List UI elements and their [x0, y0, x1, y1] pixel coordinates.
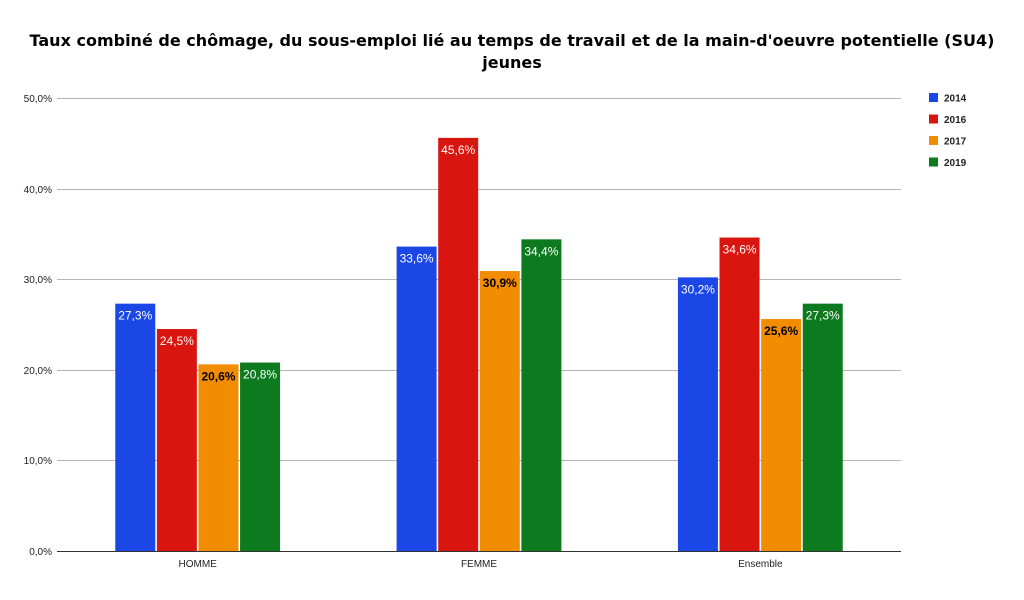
data-label: 24,5% [160, 334, 194, 348]
legend-label: 2017 [944, 137, 967, 148]
bar-2019-ensemble [802, 303, 843, 551]
legend-label: 2014 [944, 94, 967, 105]
data-label: 34,6% [723, 243, 757, 257]
data-label: 27,3% [118, 309, 152, 323]
chart-title-line2: jeunes [482, 53, 542, 72]
data-label: 45,6% [441, 143, 475, 157]
legend-swatch-2014 [929, 93, 938, 102]
bar-2019-femme [521, 239, 562, 551]
chart-title-line1: Taux combiné de chômage, du sous-emploi … [29, 31, 995, 50]
y-tick-label: 30,0% [24, 275, 52, 286]
bars [115, 137, 843, 552]
bar-2019-homme [240, 362, 281, 551]
y-tick-label: 50,0% [24, 94, 52, 105]
legend-label: 2016 [944, 115, 967, 126]
x-tick-label: Ensemble [738, 559, 783, 570]
gridlines [57, 98, 901, 552]
data-labels: 27,3% 24,5% 20,6% 20,8% 33,6% 45,6% 30,9% 34,4%… [118, 143, 840, 384]
x-tick-label: HOMME [178, 559, 217, 570]
data-label: 20,8% [243, 368, 277, 382]
legend: 2014 2016 2017 2019 [929, 93, 967, 169]
bar-2016-femme [438, 137, 479, 551]
y-tick-label: 20,0% [24, 366, 52, 377]
y-tick-label: 40,0% [24, 185, 52, 196]
bar-2014-homme [115, 303, 156, 551]
bar-2016-ensemble [719, 237, 760, 552]
data-label: 25,6% [764, 324, 798, 338]
data-label: 30,9% [483, 276, 517, 290]
legend-swatch-2016 [929, 114, 938, 124]
legend-swatch-2019 [929, 157, 938, 167]
bar-2017-ensemble [761, 319, 802, 551]
data-label: 34,4% [524, 244, 558, 258]
x-axis: HOMME FEMME Ensemble [178, 559, 783, 570]
legend-swatch-2017 [929, 136, 938, 145]
y-axis: 0,0% 10,0% 20,0% 30,0% 40,0% 50,0% [24, 94, 52, 558]
x-tick-label: FEMME [461, 559, 497, 570]
legend-label: 2019 [944, 158, 967, 169]
bar-2016-homme [156, 329, 197, 551]
chart-title: Taux combiné de chômage, du sous-emploi … [0, 30, 1024, 74]
data-label: 27,3% [806, 309, 840, 323]
data-label: 33,6% [400, 252, 434, 266]
bar-2017-femme [479, 271, 520, 551]
bar-2014-ensemble [677, 277, 718, 551]
y-tick-label: 10,0% [24, 456, 52, 467]
bar-2017-homme [198, 364, 239, 551]
data-label: 20,6% [201, 369, 235, 383]
data-label: 30,2% [681, 282, 715, 296]
bar-2014-femme [396, 246, 437, 552]
y-tick-label: 0,0% [29, 547, 52, 558]
